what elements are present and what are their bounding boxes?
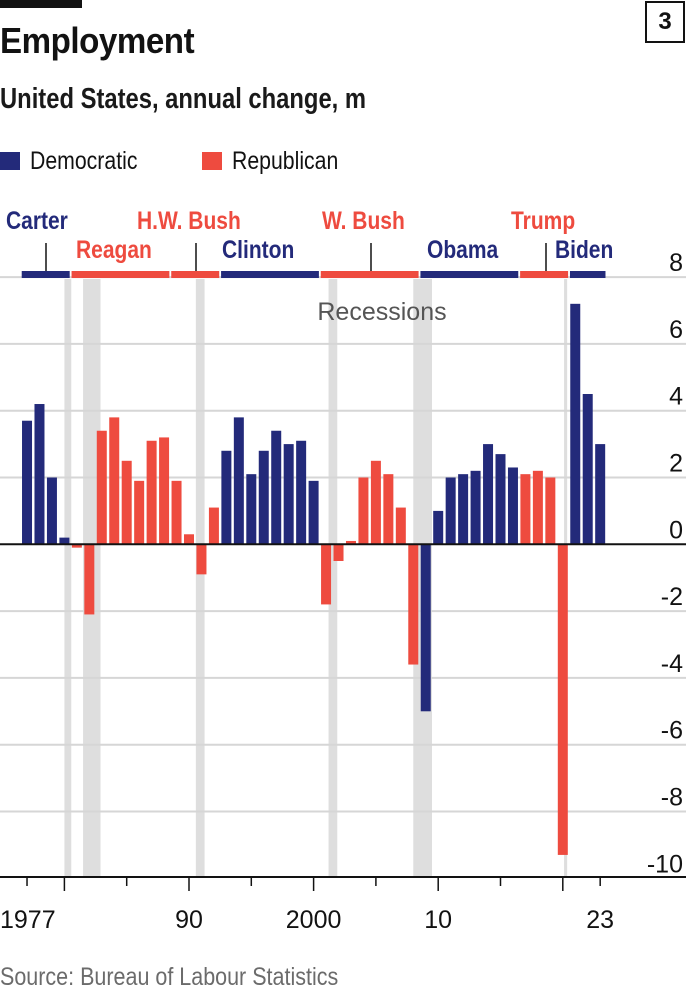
president-label: H.W. Bush [137, 206, 241, 234]
bar-1993 [221, 450, 232, 545]
president-label: W. Bush [322, 206, 405, 234]
bar-2006 [383, 474, 394, 545]
y-tick-label: 8 [669, 249, 683, 277]
bar-2012 [458, 474, 469, 545]
x-tick-label: 10 [424, 906, 452, 934]
x-axis-ticks [26, 877, 601, 891]
bar-2000 [308, 480, 319, 545]
chart-subtitle: United States, annual change, m [0, 83, 367, 115]
president-term-bar [320, 271, 419, 278]
bar-2023 [595, 444, 606, 545]
legend-label-republican: Republican [232, 147, 339, 175]
y-tick-label: -6 [661, 717, 683, 745]
bar-1989 [171, 480, 182, 545]
president-term-bar [520, 271, 569, 278]
bar-2017 [520, 474, 531, 545]
bar-1996 [258, 450, 269, 545]
y-tick-label: -10 [647, 850, 683, 878]
bar-1984 [109, 417, 120, 545]
header-accent-bar [0, 0, 82, 8]
bars [22, 303, 606, 855]
chart-title: Employment [0, 20, 195, 61]
bar-2011 [445, 477, 456, 545]
president-label: Obama [427, 235, 498, 263]
bar-1990 [184, 534, 194, 545]
bar-2002 [333, 544, 344, 561]
president-term-bar [420, 271, 519, 278]
bar-2003 [345, 540, 356, 545]
bar-1981 [71, 544, 82, 548]
bar-2013 [470, 470, 481, 545]
bar-2010 [433, 510, 444, 545]
bar-2007 [395, 507, 406, 545]
bar-2020 [557, 544, 568, 855]
recessions-label: Recessions [317, 298, 446, 326]
legend-label-democratic: Democratic [30, 147, 138, 175]
y-tick-label: -8 [661, 784, 683, 812]
recession-band [64, 279, 72, 877]
bar-2014 [483, 444, 494, 545]
president-term-bar [171, 271, 220, 278]
president-term-bar [71, 271, 170, 278]
president-label: Trump [511, 206, 575, 234]
x-tick-label: 1977 [0, 906, 56, 934]
president-term-bar [21, 271, 70, 278]
bar-2004 [358, 477, 369, 545]
bar-1995 [246, 474, 257, 545]
bar-1998 [283, 444, 294, 545]
x-tick-label: 90 [175, 906, 203, 934]
bar-2022 [582, 394, 593, 545]
president-label: Reagan [76, 235, 152, 263]
y-tick-label: 2 [669, 450, 683, 478]
bar-2016 [507, 467, 518, 545]
bar-1997 [271, 430, 282, 545]
president-label: Carter [6, 206, 68, 234]
y-axis-labels: 8 6 4 2 0 -2 -4 -6 -8 -10 [647, 249, 683, 878]
bar-2005 [370, 460, 381, 545]
bar-1991 [196, 544, 207, 575]
y-tick-label: 0 [669, 516, 683, 544]
bar-1994 [233, 417, 244, 545]
president-label: Biden [555, 235, 613, 263]
x-axis-labels: 1977 90 2000 10 23 [0, 906, 614, 934]
bar-1982 [84, 544, 95, 615]
recession-band [328, 279, 338, 877]
bar-2018 [532, 470, 543, 545]
president-term-bar [221, 271, 319, 278]
bar-1978 [34, 404, 45, 545]
bar-1987 [146, 440, 157, 545]
y-tick-label: -4 [661, 650, 683, 678]
president-label: Clinton [222, 235, 294, 263]
source-note: Source: Bureau of Labour Statistics [0, 963, 339, 991]
bar-2021 [570, 303, 581, 545]
bar-1980 [59, 537, 70, 545]
bar-2015 [495, 454, 506, 545]
bar-2009 [420, 544, 431, 712]
bar-2019 [545, 477, 556, 545]
y-tick-label: -2 [661, 583, 683, 611]
y-tick-label: 6 [669, 316, 683, 344]
x-tick-label: 2000 [286, 906, 342, 934]
bar-1979 [46, 477, 57, 545]
bar-1988 [159, 437, 170, 545]
bar-1985 [121, 460, 132, 545]
bar-2008 [408, 544, 419, 665]
recession-bands [64, 279, 568, 877]
bar-1986 [134, 480, 145, 545]
y-tick-label: 4 [669, 383, 683, 411]
bar-1983 [96, 430, 107, 545]
recession-band [195, 279, 205, 877]
bar-1977 [22, 420, 33, 545]
president-term-bar [569, 271, 606, 278]
legend-swatch-democratic [0, 152, 20, 170]
bar-2001 [321, 544, 332, 605]
bar-1992 [208, 507, 219, 545]
bar-1999 [296, 440, 307, 545]
legend-swatch-republican [202, 152, 222, 170]
chart-number-badge: 3 [645, 1, 685, 43]
x-tick-label: 23 [586, 906, 614, 934]
